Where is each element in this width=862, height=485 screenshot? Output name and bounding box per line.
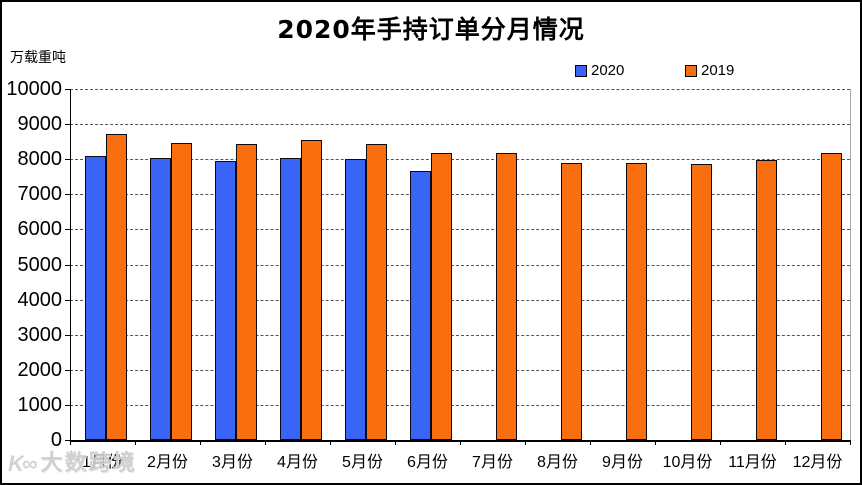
y-axis-tick	[65, 440, 70, 441]
y-axis-tick-label: 9000	[17, 113, 63, 136]
bar-2020-6月份	[410, 171, 431, 440]
bar-2020-2月份	[150, 158, 171, 440]
y-axis-tick-label: 7000	[17, 183, 63, 206]
chart-title: 2020年手持订单分月情况	[277, 15, 585, 44]
x-axis-tick	[720, 440, 721, 445]
bar-2019-4月份	[301, 140, 322, 440]
bar-2019-2月份	[171, 142, 192, 440]
x-axis-tick	[395, 440, 396, 445]
x-axis-tick	[850, 440, 851, 445]
bar-2019-12月份	[821, 153, 842, 440]
x-axis-tick	[655, 440, 656, 445]
x-axis-tick	[785, 440, 786, 445]
x-axis-label: 8月份	[537, 454, 578, 471]
bar-2019-9月份	[626, 162, 647, 440]
x-axis-label: 9月份	[602, 454, 643, 471]
plot-right-border	[850, 89, 851, 440]
bar-2020-1月份	[85, 156, 106, 440]
gridline	[70, 404, 850, 406]
y-axis-tick-label: 10000	[6, 78, 62, 100]
x-axis-label: 4月份	[277, 454, 318, 471]
bar-2020-4月份	[280, 157, 301, 440]
x-axis-tick	[70, 440, 71, 445]
y-axis-tick-label: 4000	[17, 288, 63, 311]
bar-2020-5月份	[345, 158, 366, 440]
x-axis-tick	[135, 440, 136, 445]
x-axis-label: 2月份	[147, 454, 188, 471]
gridline	[70, 369, 850, 371]
legend-item-2020: 2020	[575, 62, 624, 79]
y-axis-tick	[65, 194, 70, 196]
y-axis-tick-label: 5000	[17, 253, 63, 276]
x-axis-label: 7月份	[472, 454, 513, 471]
x-axis-tick	[460, 440, 461, 445]
bar-2019-1月份	[106, 133, 127, 440]
y-axis-tick-label: 1000	[17, 393, 63, 416]
bar-2019-6月份	[431, 153, 452, 440]
y-axis-tick	[65, 264, 70, 266]
bar-2019-8月份	[561, 163, 582, 440]
y-axis-tick	[65, 89, 70, 90]
bar-2019-11月份	[756, 159, 777, 440]
y-axis-tick	[65, 229, 70, 231]
x-axis-label: 3月份	[212, 454, 253, 471]
y-axis-tick	[65, 334, 70, 336]
bar-2019-3月份	[236, 144, 257, 440]
y-axis-tick-label: 0	[50, 429, 62, 451]
legend-item-2019: 2019	[685, 62, 734, 79]
gridline	[70, 89, 850, 90]
legend: 2020 2019	[2, 60, 860, 79]
y-axis-line	[70, 89, 71, 440]
x-axis-label: 11月份	[728, 454, 777, 471]
legend-marker-2019-icon	[685, 64, 697, 77]
x-axis-tick	[590, 440, 591, 445]
gridline	[70, 194, 850, 196]
bar-2019-7月份	[496, 152, 517, 440]
y-axis-tick-label: 6000	[17, 218, 63, 241]
gridline	[70, 299, 850, 301]
x-axis-tick	[265, 440, 266, 445]
x-axis-tick	[525, 440, 526, 445]
watermark-logo-icon: K∞	[8, 451, 38, 476]
x-axis-label: 1月份	[82, 454, 123, 471]
y-axis-tick-label: 3000	[17, 323, 63, 346]
x-axis-label: 5月份	[342, 454, 383, 471]
y-axis-tick-label: 2000	[17, 358, 63, 381]
legend-marker-2020-icon	[575, 64, 587, 77]
x-axis-label: 12月份	[792, 454, 843, 471]
gridline	[70, 124, 850, 126]
legend-label-2020: 2020	[591, 62, 625, 79]
x-axis-line	[70, 440, 850, 442]
x-axis-tick	[330, 440, 331, 445]
gridline	[70, 264, 850, 266]
x-axis-label: 6月份	[407, 454, 448, 471]
y-axis-tick-label: 8000	[17, 148, 63, 171]
watermark-text: 大数跨境	[40, 451, 137, 476]
y-axis-tick	[65, 124, 70, 126]
y-axis-tick	[65, 369, 70, 371]
y-axis-tick	[65, 159, 70, 161]
watermark: K∞ 大数跨境	[8, 452, 137, 476]
y-axis-tick	[65, 299, 70, 301]
bar-2020-3月份	[215, 160, 236, 440]
legend-label-2019: 2019	[701, 62, 735, 79]
x-axis-tick	[200, 440, 201, 445]
y-axis-unit-label: 万载重吨	[10, 49, 66, 65]
y-axis-tick	[65, 404, 70, 406]
bar-2019-5月份	[366, 143, 387, 440]
gridline	[70, 334, 850, 336]
x-axis-label: 10月份	[662, 454, 713, 471]
bar-2019-10月份	[691, 163, 712, 440]
gridline	[70, 229, 850, 231]
gridline	[70, 159, 850, 161]
